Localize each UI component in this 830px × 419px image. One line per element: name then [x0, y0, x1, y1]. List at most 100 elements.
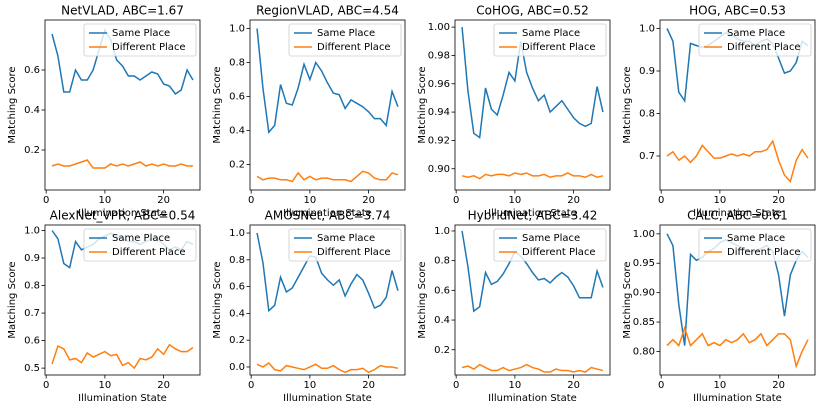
y-tick-label: 0.8: [24, 281, 40, 292]
legend-label: Same Place: [522, 28, 580, 39]
y-tick-label: 0.4: [434, 315, 450, 326]
x-tick-label: 10: [714, 195, 727, 206]
y-tick-label: 0.90: [428, 164, 450, 175]
x-tick-label: 0: [453, 195, 459, 206]
x-tick-label: 0: [43, 380, 49, 391]
y-tick-label: 1.0: [229, 228, 245, 239]
y-tick-label: 0.8: [639, 109, 655, 120]
y-tick-label: 1.0: [639, 24, 655, 35]
series-line: [461, 363, 604, 373]
x-axis-label: Illumination State: [488, 393, 577, 404]
y-tick-label: 0.4: [24, 105, 40, 116]
series-line: [51, 28, 194, 96]
y-tick-label: 0.8: [434, 256, 450, 267]
y-axis-label: Matching Score: [212, 66, 223, 143]
x-tick-label: 10: [509, 380, 522, 391]
x-tick-label: 20: [362, 380, 375, 391]
x-axis-label: Illumination State: [283, 393, 372, 404]
x-axis-label: Illumination State: [693, 208, 782, 219]
y-tick-label: 0.2: [229, 160, 245, 171]
y-tick-label: 0.7: [24, 308, 40, 319]
series-line: [256, 28, 399, 134]
y-axis-label: Matching Score: [417, 66, 428, 143]
legend-label: Same Place: [522, 233, 580, 244]
legend-label: Different Place: [317, 42, 391, 53]
x-tick-label: 10: [304, 195, 317, 206]
x-tick-label: 0: [658, 195, 664, 206]
y-tick-label: 0.92: [428, 135, 450, 146]
x-axis-label: Illumination State: [78, 393, 167, 404]
x-tick-label: 10: [99, 380, 112, 391]
chart-title: CoHOG, ABC=0.52: [476, 4, 589, 18]
x-tick-label: 20: [567, 380, 580, 391]
axes-frame: [454, 19, 611, 191]
x-tick-label: 10: [99, 195, 112, 206]
y-tick-label: 1.0: [229, 24, 245, 35]
series-line: [461, 230, 604, 313]
y-tick-label: 0.90: [633, 288, 655, 299]
legend-label: Same Place: [112, 28, 170, 39]
y-tick-label: 0.8: [229, 255, 245, 266]
legend-box: [83, 23, 197, 57]
x-tick-label: 0: [658, 380, 664, 391]
legend-label: Different Place: [522, 42, 596, 53]
y-axis-label: Matching Score: [417, 261, 428, 338]
x-axis-label: Illumination State: [283, 208, 372, 219]
y-tick-label: 0.5: [24, 363, 40, 374]
x-tick-label: 20: [772, 380, 785, 391]
y-tick-label: 0.2: [229, 335, 245, 346]
y-tick-label: 0.4: [229, 126, 245, 137]
y-tick-label: 0.96: [428, 79, 450, 90]
axes-frame: [44, 224, 201, 376]
y-tick-label: 0.7: [639, 151, 655, 162]
y-tick-label: 1.00: [428, 22, 450, 33]
y-tick-label: 0.8: [229, 58, 245, 69]
y-tick-label: 1.00: [633, 229, 655, 240]
x-tick-label: 0: [248, 195, 254, 206]
x-tick-label: 20: [772, 195, 785, 206]
legend-label: Different Place: [522, 247, 596, 258]
x-tick-label: 10: [304, 380, 317, 391]
chart-title: AlexNet_VPR, ABC=0.54: [50, 209, 196, 223]
y-tick-label: 0.94: [428, 107, 450, 118]
legend-box: [288, 228, 402, 262]
series-line: [461, 27, 604, 139]
axes-frame: [249, 224, 406, 376]
legend-label: Same Place: [317, 233, 375, 244]
legend-label: Same Place: [112, 233, 170, 244]
legend-box: [493, 23, 607, 57]
legend-label: Different Place: [317, 247, 391, 258]
chart-title: HybridNet, ABC=3.42: [468, 209, 598, 223]
chart-title: RegionVLAD, ABC=4.54: [256, 4, 399, 18]
x-tick-label: 20: [567, 195, 580, 206]
legend-box: [83, 228, 197, 262]
legend-box: [698, 228, 812, 262]
series-line: [461, 172, 604, 180]
x-tick-label: 20: [157, 380, 170, 391]
y-axis-label: Matching Score: [622, 66, 633, 143]
y-tick-label: 0.9: [24, 253, 40, 264]
series-line: [666, 325, 809, 369]
y-tick-label: 1.0: [24, 226, 40, 237]
x-tick-label: 20: [157, 195, 170, 206]
x-axis-label: Illumination State: [693, 393, 782, 404]
y-tick-label: 0.6: [24, 65, 40, 76]
x-axis-label: Illumination State: [488, 208, 577, 219]
y-tick-label: 0.6: [24, 336, 40, 347]
series-line: [256, 361, 399, 374]
axes-frame: [659, 224, 816, 376]
y-tick-label: 0.85: [633, 317, 655, 328]
y-tick-label: 0.0: [229, 362, 245, 373]
y-tick-label: 0.95: [633, 258, 655, 269]
axes-frame: [249, 19, 406, 191]
y-tick-label: 0.2: [24, 145, 40, 156]
series-line: [51, 343, 194, 370]
chart-title: HOG, ABC=0.53: [689, 4, 786, 18]
x-tick-label: 0: [453, 380, 459, 391]
x-tick-label: 20: [362, 195, 375, 206]
y-tick-label: 1.0: [434, 226, 450, 237]
legend-label: Different Place: [727, 42, 801, 53]
y-axis-label: Matching Score: [212, 261, 223, 338]
legend-label: Different Place: [112, 42, 186, 53]
y-tick-label: 0.6: [434, 285, 450, 296]
